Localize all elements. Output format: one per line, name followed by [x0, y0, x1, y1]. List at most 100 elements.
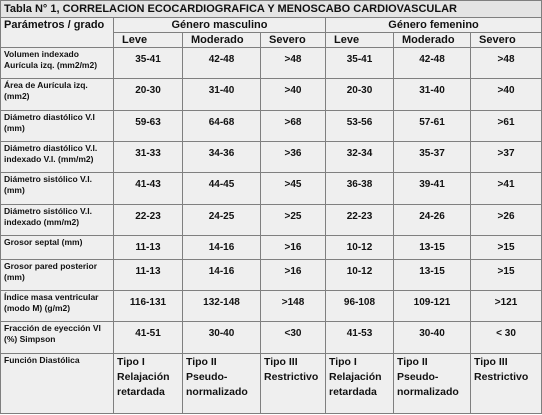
cell-value: 42-48 [393, 46, 471, 80]
level-row: Leve Moderado Severo Leve Moderado Severo [1, 32, 542, 48]
cell-value: >40 [260, 78, 326, 111]
cell-value: 20-30 [113, 78, 183, 111]
table-head: Tabla N° 1, CORRELACION ECOCARDIOGRAFICA… [0, 0, 542, 48]
cell-value: >15 [469, 234, 542, 260]
table-body: Volumen indexado Aurícula izq. (mm2/m2) 3… [0, 46, 542, 415]
row-label: Diámetro sistólico V.I. indexado (mm/m2) [0, 203, 114, 236]
cell-value: 22-23 [113, 203, 183, 236]
table-row: Índice masa ventricular (modo M) (g/m2) 1… [0, 290, 542, 323]
cell-value: 14-16 [182, 234, 261, 260]
cell-value: 42-48 [182, 46, 261, 80]
table-row: Diámetro sistólico V.I. (mm) 41-43 44-45 >4… [0, 172, 542, 205]
row-label: Diámetro diastólico V.I. indexado V.I. (… [0, 140, 114, 174]
cell-value: >37 [469, 140, 542, 174]
cell-value: >61 [469, 109, 542, 142]
cell-value: 13-15 [393, 258, 471, 292]
cell-value: 31-40 [393, 78, 471, 111]
cell-value: 31-40 [182, 78, 261, 111]
cell-value: >26 [469, 203, 542, 236]
row-label: Grosor pared posterior (mm) [0, 258, 114, 292]
cell-value: Tipo III Restrictivo [260, 352, 326, 415]
level-header: Moderado [182, 32, 261, 48]
cell-value: Tipo II Pseudo-normalizado [393, 352, 471, 415]
table-row: Fracción de eyección VI (%) Simpson 41-51… [0, 321, 542, 354]
group-header: Género femenino [324, 17, 542, 33]
cell-value: Tipo I Relajación retardada [113, 352, 183, 415]
cell-value: 35-41 [325, 46, 394, 80]
cell-value: 39-41 [393, 172, 471, 205]
level-header: Moderado [393, 32, 471, 48]
table-row: Diámetro diastólico V.I. indexado V.I. (… [0, 140, 542, 174]
row-label: Volumen indexado Aurícula izq. (mm2/m2) [0, 46, 114, 80]
cell-value: >36 [260, 140, 326, 174]
cell-value: 14-16 [182, 258, 261, 292]
cell-value: 10-12 [325, 258, 394, 292]
parameter-header: Parámetros / grado [0, 17, 114, 48]
table-row: Volumen indexado Aurícula izq. (mm2/m2) 3… [0, 46, 542, 80]
row-label: Diámetro sistólico V.I. (mm) [0, 172, 114, 205]
cell-value: >40 [469, 78, 542, 111]
cell-value: 109-121 [393, 290, 471, 323]
cell-value: >16 [260, 234, 326, 260]
cell-value: >121 [469, 290, 542, 323]
cell-value: 24-25 [182, 203, 261, 236]
cell-value: 30-40 [393, 321, 471, 354]
table-row: Grosor septal (mm) 11-13 14-16 >16 10-12 13-1… [0, 234, 542, 260]
level-header: Severo [260, 32, 326, 48]
cell-value: 11-13 [113, 234, 183, 260]
cell-value: 24-26 [393, 203, 471, 236]
table-row: Área de Aurícula izq. (mm2) 20-30 31-40 >40… [0, 78, 542, 111]
table-row: Función Diastólica Tipo I Relajación reta… [0, 352, 542, 415]
cell-value: 64-68 [182, 109, 261, 142]
group-row: Parámetros / grado Género masculino Géner… [0, 17, 542, 48]
row-label: Área de Aurícula izq. (mm2) [0, 78, 114, 111]
table-row: Diámetro sistólico V.I. indexado (mm/m2)… [0, 203, 542, 236]
row-label: Grosor septal (mm) [0, 234, 114, 260]
cell-value: Tipo III Restrictivo [469, 352, 542, 415]
row-label: Fracción de eyección VI (%) Simpson [0, 321, 114, 354]
cell-value: 59-63 [113, 109, 183, 142]
cell-value: Tipo I Relajación retardada [325, 352, 394, 415]
cell-value: <30 [260, 321, 326, 354]
level-header: Leve [113, 32, 183, 48]
cell-value: >15 [469, 258, 542, 292]
cell-value: >68 [260, 109, 326, 142]
cell-value: >16 [260, 258, 326, 292]
table-row: Grosor pared posterior (mm) 11-13 14-16 >16… [0, 258, 542, 292]
level-header: Leve [325, 32, 394, 48]
cell-value: 41-43 [113, 172, 183, 205]
cell-value: >48 [469, 46, 542, 80]
cell-value: 53-56 [325, 109, 394, 142]
cell-value: 36-38 [325, 172, 394, 205]
cell-value: 35-41 [113, 46, 183, 80]
title-row: Tabla N° 1, CORRELACION ECOCARDIOGRAFICA… [0, 0, 542, 18]
cell-value: 31-33 [113, 140, 183, 174]
cell-value: 35-37 [393, 140, 471, 174]
level-header: Severo [469, 32, 542, 48]
row-label: Diámetro diastólico V.I (mm) [0, 109, 114, 142]
cell-value: 57-61 [393, 109, 471, 142]
row-label: Función Diastólica [0, 352, 114, 415]
cell-value: 116-131 [113, 290, 183, 323]
cell-value: 10-12 [325, 234, 394, 260]
cell-value: < 30 [469, 321, 542, 354]
cell-value: >148 [260, 290, 326, 323]
cell-value: 30-40 [182, 321, 261, 354]
cell-value: 96-108 [325, 290, 394, 323]
cell-value: 32-34 [325, 140, 394, 174]
cell-value: >41 [469, 172, 542, 205]
row-label: Índice masa ventricular (modo M) (g/m2) [0, 290, 114, 323]
cell-value: >25 [260, 203, 326, 236]
cell-value: >45 [260, 172, 326, 205]
cell-value: 22-23 [325, 203, 394, 236]
cell-value: >48 [260, 46, 326, 80]
cell-value: Tipo II Pseudo-normalizado [182, 352, 261, 415]
group-header: Género masculino [113, 17, 326, 33]
cell-value: 20-30 [325, 78, 394, 111]
cell-value: 34-36 [182, 140, 261, 174]
cell-value: 132-148 [182, 290, 261, 323]
cell-value: 11-13 [113, 258, 183, 292]
table-row: Diámetro diastólico V.I (mm) 59-63 64-68 >6… [0, 109, 542, 142]
cell-value: 44-45 [182, 172, 261, 205]
